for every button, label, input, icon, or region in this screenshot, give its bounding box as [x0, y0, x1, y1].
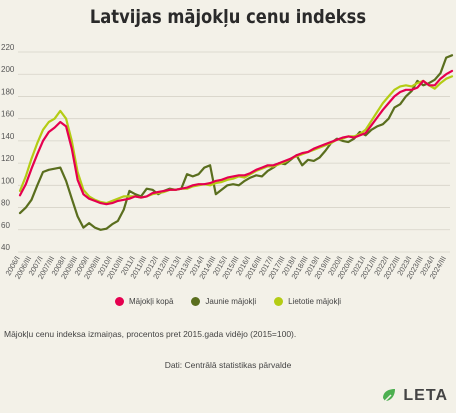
legend-item-used: Lietotie mājokļi [274, 297, 341, 306]
legend-label-new: Jaunie mājokļi [205, 297, 257, 306]
chart-description: Mājokļu cenu indeksa izmaiņas, procentos… [4, 329, 297, 339]
y-tick-label: 120 [1, 154, 15, 163]
leta-logo-icon [383, 389, 396, 402]
series-line-2 [18, 54, 454, 231]
y-tick-label: 180 [1, 87, 15, 96]
legend-item-total: Mājokļi kopā [114, 297, 174, 306]
chart-title: Latvijas mājokļu cenu indekss [89, 6, 367, 28]
legend-label-total: Mājokļi kopā [128, 297, 174, 306]
series-line-1 [18, 69, 454, 206]
y-tick-label: 140 [1, 132, 15, 141]
y-tick-label: 160 [1, 110, 15, 119]
y-tick-label: 40 [1, 243, 10, 252]
legend-swatch-used [274, 297, 284, 306]
legend-swatch-new [191, 297, 201, 306]
leta-logo-text: LETA [403, 387, 448, 404]
data-source: Dati: Centrālā statistikas pārvalde [164, 360, 292, 370]
leta-logo: LETA [381, 387, 448, 405]
y-tick-label: 80 [1, 199, 10, 208]
y-tick-label: 100 [1, 176, 15, 185]
legend-swatch-total [114, 297, 124, 306]
y-tick-label: 220 [1, 43, 15, 52]
legend-item-new: Jaunie mājokļi [191, 297, 256, 306]
legend-label-used: Lietotie mājokļi [288, 297, 342, 306]
series-line-3 [18, 75, 454, 205]
y-tick-label: 60 [1, 221, 10, 230]
chart-legend: Mājokļi kopā Jaunie mājokļi Lietotie māj… [0, 297, 456, 306]
y-tick-label: 200 [1, 65, 15, 74]
